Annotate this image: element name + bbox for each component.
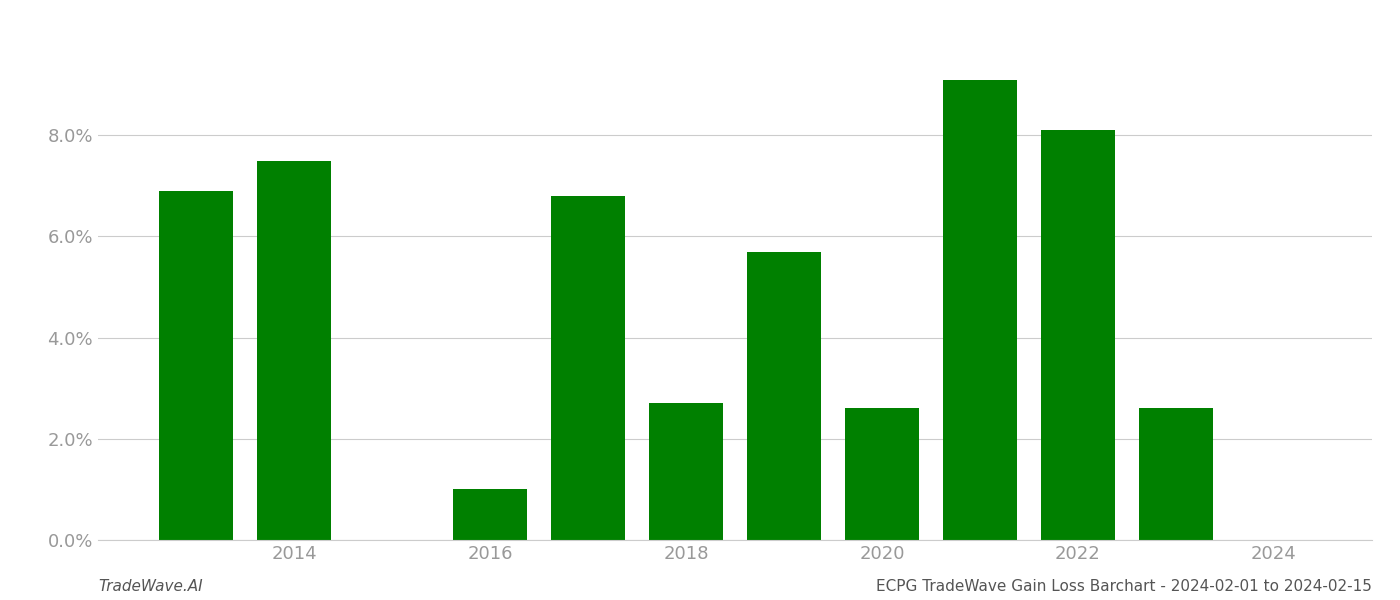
Text: TradeWave.AI: TradeWave.AI	[98, 579, 203, 594]
Bar	[944, 80, 1016, 540]
Bar	[1140, 409, 1212, 540]
Text: ECPG TradeWave Gain Loss Barchart - 2024-02-01 to 2024-02-15: ECPG TradeWave Gain Loss Barchart - 2024…	[876, 579, 1372, 594]
Bar	[552, 196, 624, 540]
Bar	[748, 251, 820, 540]
Bar	[1042, 130, 1114, 540]
Bar	[160, 191, 232, 540]
Bar	[258, 161, 330, 540]
Bar	[454, 490, 526, 540]
Bar	[650, 403, 722, 540]
Bar	[846, 409, 918, 540]
